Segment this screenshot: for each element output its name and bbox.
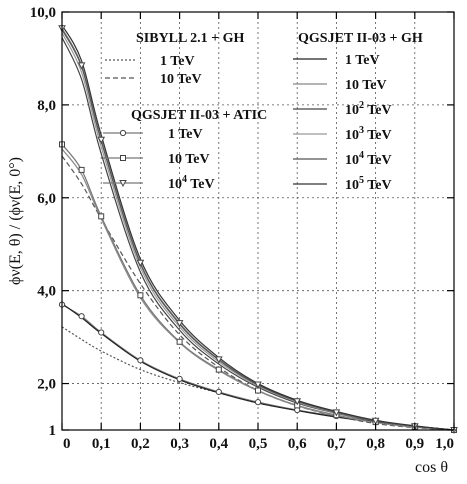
y-tick-label: 6,0 [37,191,56,207]
series-point-b-4 [293,398,302,406]
x-tick-label: 0,6 [288,436,307,452]
series-point-b-4 [175,320,184,328]
series-point-b-4 [332,409,341,417]
legend-label-b-4: 104 TeV [168,174,215,192]
series-point-b-4 [97,136,106,144]
series-point-b-3 [176,338,183,345]
y-tick-label: 10,0 [30,5,56,21]
series-point-b-2 [176,375,183,383]
series-point-b-3 [78,166,85,173]
series-point-b-4 [136,259,145,267]
series-point-b-2 [215,388,222,396]
series-point-b-2 [98,329,105,336]
x-tick-label: 0,3 [170,436,189,452]
series-point-b-3 [137,292,144,299]
legend-title-qgsjet-gh: QGSJET II-03 + GH [298,31,423,46]
legend-marker-b-3 [120,155,126,161]
y-tick-label: 8,0 [37,98,56,114]
series-point-b-2 [254,399,262,406]
legend-title-qgsjet-atic: QGSJET II-03 + ATIC [131,108,267,123]
legend-marker-b-2 [119,129,127,137]
y-tick-label: 2,0 [37,377,56,393]
legend-label-a-1: 10 TeV [160,72,202,87]
x-axis-label: cos θ [415,459,448,476]
y-tick-label: 4,0 [37,284,56,300]
series-point-b-4 [214,356,223,364]
x-tick-label: 0,8 [366,436,385,452]
grid-layer [62,12,454,430]
series-point-b-2 [137,357,144,364]
series-line-c-9 [61,29,455,431]
y-axis-label: ϕν(E, θ) / (ϕν(E, 0°) [7,157,24,285]
marker-layer [58,25,458,435]
x-tick-label: 0,7 [327,436,346,452]
legend-title-sibyll-gh: SIBYLL 2.1 + GH [136,31,244,46]
series-point-b-3 [215,366,222,373]
legend-label-c-8: 103 TeV [345,125,392,143]
legend-label-c-5: 1 TeV [345,53,380,68]
legend-label-c-6: 10 TeV [345,78,387,93]
x-tick-label: 0,5 [249,436,268,452]
x-tick-label: 1,0 [435,436,454,452]
legend-label-a-0: 1 TeV [160,54,195,69]
series-point-b-4 [254,381,262,389]
legend-label-b-2: 1 TeV [168,127,203,142]
legend-marker-b-4 [119,180,127,188]
legend-label-c-9: 104 TeV [345,150,392,168]
legend-label-c-7: 102 TeV [345,100,392,118]
series-point-b-3 [98,213,105,220]
legend: SIBYLL 2.1 + GH QGSJET II-03 + ATIC QGSJ… [103,31,423,193]
tick-layer [61,11,455,431]
legend-label-c-10: 105 TeV [345,175,392,193]
series-point-b-3 [255,387,261,394]
x-tick-label: 0,2 [131,436,150,452]
axis-text-layer: 1 2,0 4,0 6,0 8,0 10,0 0 0,1 0,2 0,3 0,4 0,5 0,6 0,7 0… [30,5,454,452]
x-tick-label: 0 [63,436,71,452]
legend-label-b-3: 10 TeV [168,152,210,167]
series-point-b-4 [77,62,86,70]
x-tick-label: 0,9 [405,436,424,452]
x-tick-label: 0,4 [209,436,228,452]
series-point-b-2 [78,313,85,320]
series-point-b-4 [371,417,380,425]
x-tick-label: 0,1 [92,436,111,452]
y-tick-label: 1 [49,423,57,439]
